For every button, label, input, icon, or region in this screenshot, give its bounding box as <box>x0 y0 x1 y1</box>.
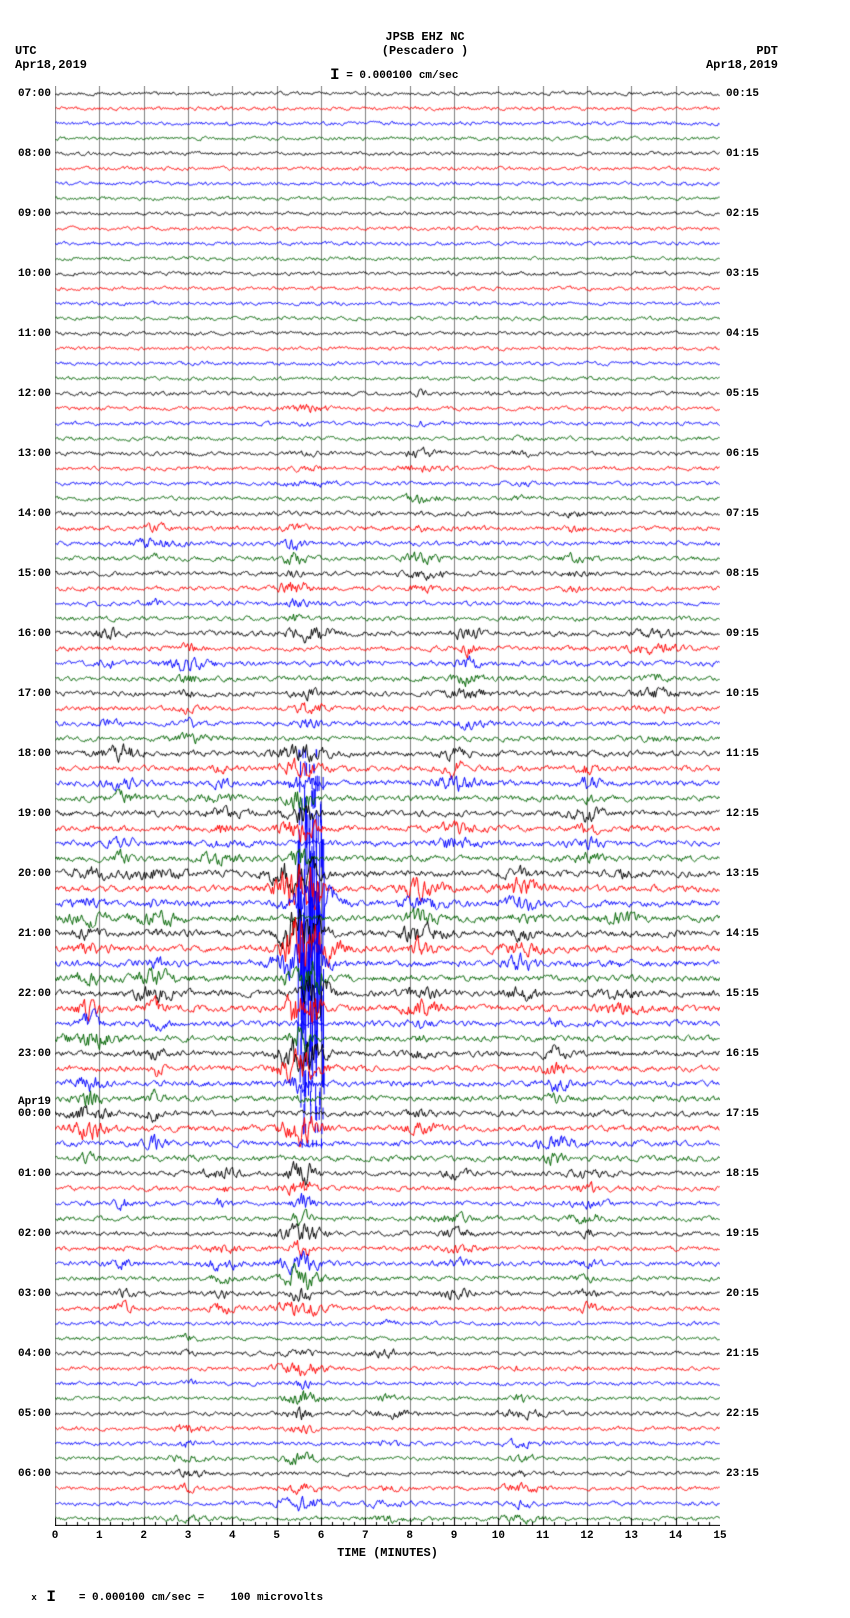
utc-time-label: 23:00 <box>0 1048 51 1060</box>
utc-time-label: 00:00 <box>0 1108 51 1120</box>
seismogram-page: JPSB EHZ NC (Pescadero ) UTC Apr18,2019 … <box>0 0 850 1613</box>
pdt-time-label: 14:15 <box>726 928 759 940</box>
utc-time-label: 17:00 <box>0 688 51 700</box>
utc-time-label: 15:00 <box>0 568 51 580</box>
pdt-time-label: 10:15 <box>726 688 759 700</box>
x-tick-label: 7 <box>362 1530 369 1542</box>
station-id-line1: JPSB EHZ NC <box>385 30 464 44</box>
pdt-time-label: 08:15 <box>726 568 759 580</box>
x-tick-label: 1 <box>96 1530 103 1542</box>
utc-time-label: 10:00 <box>0 268 51 280</box>
utc-time-label: 07:00 <box>0 88 51 100</box>
utc-time-label: 02:00 <box>0 1228 51 1240</box>
x-tick-label: 14 <box>669 1530 682 1542</box>
pdt-time-label: 01:15 <box>726 148 759 160</box>
pdt-time-label: 05:15 <box>726 388 759 400</box>
utc-time-label: 20:00 <box>0 868 51 880</box>
pdt-time-label: 02:15 <box>726 208 759 220</box>
utc-time-label: 19:00 <box>0 808 51 820</box>
pdt-time-label: 15:15 <box>726 988 759 1000</box>
pdt-time-label: 12:15 <box>726 808 759 820</box>
utc-time-label: 18:00 <box>0 748 51 760</box>
amplitude-scale: I = 0.000100 cm/sec <box>330 66 458 84</box>
x-axis-title: TIME (MINUTES) <box>337 1546 438 1560</box>
x-tick-label: 2 <box>140 1530 147 1542</box>
pdt-time-label: 19:15 <box>726 1228 759 1240</box>
seismogram-canvas <box>55 86 720 1526</box>
utc-time-label: 14:00 <box>0 508 51 520</box>
x-tick-label: 13 <box>625 1530 638 1542</box>
left-timezone: UTC <box>15 44 37 58</box>
utc-time-label: 13:00 <box>0 448 51 460</box>
utc-time-label: 08:00 <box>0 148 51 160</box>
x-tick-label: 5 <box>273 1530 280 1542</box>
pdt-time-label: 07:15 <box>726 508 759 520</box>
utc-time-label: 21:00 <box>0 928 51 940</box>
x-tick-label: 15 <box>713 1530 726 1542</box>
pdt-time-label: 20:15 <box>726 1288 759 1300</box>
x-tick-label: 9 <box>451 1530 458 1542</box>
x-tick-label: 8 <box>406 1530 413 1542</box>
pdt-time-label: 06:15 <box>726 448 759 460</box>
pdt-time-label: 04:15 <box>726 328 759 340</box>
pdt-time-label: 11:15 <box>726 748 759 760</box>
right-timezone: PDT <box>756 44 778 58</box>
utc-time-label: 05:00 <box>0 1408 51 1420</box>
utc-time-label: 16:00 <box>0 628 51 640</box>
pdt-time-label: 09:15 <box>726 628 759 640</box>
pdt-time-label: 16:15 <box>726 1048 759 1060</box>
station-id-line2: (Pescadero ) <box>382 44 468 58</box>
footer-scale-note: x I = 0.000100 cm/sec = 100 microvolts <box>5 1576 323 1618</box>
pdt-time-label: 17:15 <box>726 1108 759 1120</box>
x-tick-label: 4 <box>229 1530 236 1542</box>
x-tick-label: 10 <box>492 1530 505 1542</box>
x-tick-label: 6 <box>318 1530 325 1542</box>
utc-time-label: 22:00 <box>0 988 51 1000</box>
utc-time-label: 09:00 <box>0 208 51 220</box>
pdt-time-label: 22:15 <box>726 1408 759 1420</box>
x-tick-label: 3 <box>185 1530 192 1542</box>
utc-time-label: 11:00 <box>0 328 51 340</box>
pdt-time-label: 00:15 <box>726 88 759 100</box>
utc-time-label: 01:00 <box>0 1168 51 1180</box>
left-date: Apr18,2019 <box>15 58 87 72</box>
utc-time-label: 04:00 <box>0 1348 51 1360</box>
utc-time-label: 06:00 <box>0 1468 51 1480</box>
utc-time-label: 03:00 <box>0 1288 51 1300</box>
pdt-time-label: 13:15 <box>726 868 759 880</box>
utc-date-prefix: Apr19 <box>0 1096 51 1108</box>
pdt-time-label: 21:15 <box>726 1348 759 1360</box>
right-date: Apr18,2019 <box>706 58 778 72</box>
x-tick-label: 12 <box>580 1530 593 1542</box>
x-tick-label: 11 <box>536 1530 549 1542</box>
x-tick-label: 0 <box>52 1530 59 1542</box>
pdt-time-label: 03:15 <box>726 268 759 280</box>
pdt-time-label: 18:15 <box>726 1168 759 1180</box>
pdt-time-label: 23:15 <box>726 1468 759 1480</box>
utc-time-label: 12:00 <box>0 388 51 400</box>
seismogram-plot <box>55 86 720 1526</box>
